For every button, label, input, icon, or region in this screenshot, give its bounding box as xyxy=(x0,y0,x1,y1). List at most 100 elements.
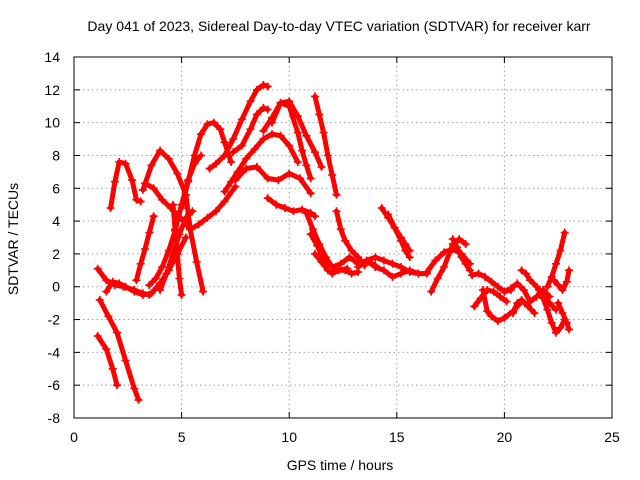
data-point xyxy=(280,204,289,212)
data-point xyxy=(285,169,294,178)
data-point xyxy=(293,158,302,166)
data-point xyxy=(158,263,167,271)
data-point xyxy=(496,292,505,301)
data-point xyxy=(317,258,326,267)
data-point xyxy=(560,228,569,237)
data-point xyxy=(229,135,238,143)
data-point xyxy=(190,151,199,160)
data-point xyxy=(313,241,322,250)
data-point xyxy=(252,162,261,171)
data-point xyxy=(298,205,307,214)
data-point xyxy=(216,125,225,134)
data-point xyxy=(517,295,526,304)
data-point xyxy=(379,266,388,275)
data-point xyxy=(246,97,255,106)
data-point xyxy=(136,197,145,206)
data-point xyxy=(481,272,489,281)
data-point xyxy=(242,164,251,173)
data-point xyxy=(328,171,337,180)
data-point xyxy=(440,248,449,257)
data-point xyxy=(530,309,539,317)
data-point xyxy=(237,141,246,150)
data-point xyxy=(263,194,272,203)
data-point xyxy=(552,259,560,268)
data-point xyxy=(134,395,143,404)
data-point xyxy=(513,279,522,288)
data-point xyxy=(203,120,212,129)
data-point xyxy=(147,289,156,298)
data-point xyxy=(296,174,304,183)
data-point xyxy=(298,146,307,155)
data-point xyxy=(431,256,440,265)
data-point xyxy=(513,299,522,308)
data-point xyxy=(524,302,533,311)
data-series-arc-15 xyxy=(222,131,301,195)
data-point xyxy=(311,148,319,157)
data-point xyxy=(468,271,477,280)
data-point xyxy=(506,284,515,293)
data-point xyxy=(317,162,326,171)
data-point xyxy=(558,309,567,317)
data-point xyxy=(311,212,319,221)
data-point xyxy=(104,312,113,321)
data-series-arc-19 xyxy=(269,100,314,181)
y-tick-label: 10 xyxy=(44,115,60,131)
data-point xyxy=(263,105,272,114)
data-point xyxy=(323,151,332,160)
data-point xyxy=(229,148,238,157)
y-tick-label: -4 xyxy=(48,344,61,360)
data-point xyxy=(341,236,350,245)
data-point xyxy=(164,154,173,163)
data-point xyxy=(534,286,543,294)
data-point xyxy=(102,345,111,354)
y-tick-label: 8 xyxy=(52,147,60,163)
x-tick-label: 10 xyxy=(281,429,297,445)
data-point xyxy=(521,269,530,278)
data-point xyxy=(461,240,470,249)
data-point xyxy=(306,189,315,198)
data-point xyxy=(433,274,442,283)
data-point xyxy=(405,253,414,262)
data-point xyxy=(306,230,315,239)
data-point xyxy=(138,185,147,194)
data-series-arc-42 xyxy=(555,300,572,332)
data-point xyxy=(427,287,436,296)
data-point xyxy=(478,286,487,294)
data-point xyxy=(547,318,556,327)
x-tick-label: 15 xyxy=(389,429,405,445)
data-point xyxy=(332,207,341,216)
data-point xyxy=(108,364,117,373)
data-point xyxy=(293,112,302,121)
data-point xyxy=(323,266,332,275)
y-tick-label: 12 xyxy=(44,82,60,98)
y-tick-label: -2 xyxy=(48,312,61,328)
data-point xyxy=(231,176,240,185)
data-point xyxy=(328,269,337,278)
data-point xyxy=(246,125,255,134)
data-point xyxy=(315,110,324,119)
data-point xyxy=(192,258,201,267)
data-point xyxy=(562,318,571,327)
data-point xyxy=(268,130,276,139)
data-point xyxy=(175,274,184,283)
data-point xyxy=(237,115,246,124)
data-point xyxy=(113,328,121,337)
data-point xyxy=(532,292,541,301)
plot-frame xyxy=(73,56,613,419)
data-point xyxy=(470,302,479,311)
data-point xyxy=(336,259,345,268)
data-point xyxy=(461,259,470,268)
data-point xyxy=(302,208,311,217)
data-point xyxy=(138,290,147,299)
data-point xyxy=(308,225,317,234)
y-tick-label: -8 xyxy=(48,410,61,426)
data-point xyxy=(203,213,212,222)
data-point xyxy=(242,154,251,163)
data-point xyxy=(543,305,552,314)
data-point xyxy=(397,269,406,278)
data-point xyxy=(272,200,281,209)
chart-title: Day 041 of 2023, Sidereal Day-to-day VTE… xyxy=(87,18,590,34)
data-point xyxy=(197,130,205,139)
